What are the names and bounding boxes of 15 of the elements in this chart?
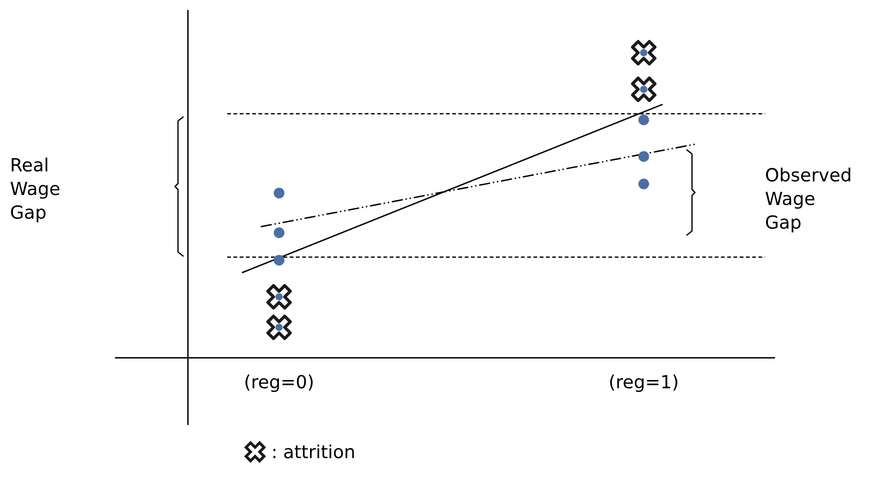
- point: [266, 314, 292, 340]
- point: [638, 114, 650, 126]
- text: Real Wage Gap: [10, 158, 60, 222]
- point: [631, 40, 656, 66]
- point: [638, 178, 650, 190]
- point: [274, 254, 284, 266]
- point: [631, 76, 656, 102]
- annotation: Observed Wage Gap: [766, 168, 850, 232]
- point: [274, 188, 284, 198]
- legend-label: : attrition: [273, 444, 354, 458]
- point: [638, 151, 650, 162]
- x-tick-label: (reg=1): [610, 374, 678, 392]
- point: [274, 227, 284, 238]
- x-tick-label: (reg=0): [245, 374, 313, 392]
- point: [266, 284, 292, 310]
